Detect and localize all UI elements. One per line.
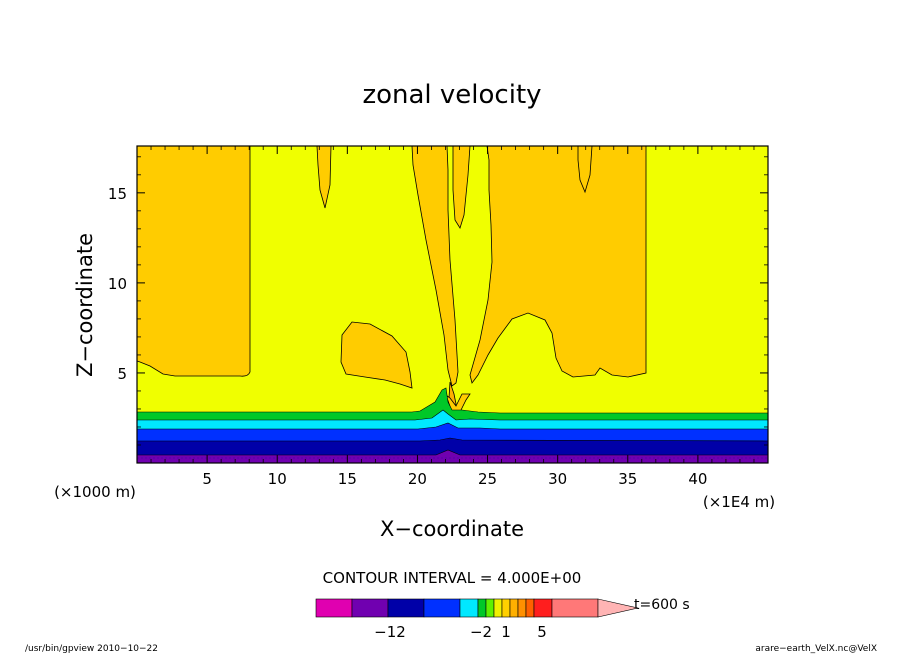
- region-left-orange: [137, 146, 251, 377]
- y-tick-label: 15: [108, 185, 127, 203]
- colorbar: [315, 598, 639, 618]
- x-tick-label: 10: [268, 470, 287, 488]
- region-lobe-orange: [340, 321, 413, 389]
- region-right-orange: [469, 146, 647, 384]
- y-axis-label: Z−coordinate: [73, 233, 97, 377]
- colorbar-bin: [351, 598, 389, 618]
- region-center-orange: [411, 146, 459, 387]
- chart-title: zonal velocity: [362, 80, 541, 110]
- layer-purple: [137, 450, 768, 463]
- footer-left: /usr/bin/gpview 2010−10−22: [25, 644, 158, 654]
- region-narrow-orange: [316, 146, 332, 209]
- x-tick-label: 20: [408, 470, 427, 488]
- contour-field: [137, 146, 768, 463]
- colorbar-label: 5: [537, 623, 547, 641]
- x-tick-label: 5: [202, 470, 212, 488]
- colorbar-bin: [477, 598, 487, 618]
- colorbar-label: 1: [501, 623, 511, 641]
- colorbar-labels: −12 −2 1 5: [374, 623, 547, 641]
- x-unit-label: (×1E4 m): [703, 493, 775, 511]
- colorbar-arrow: [597, 598, 639, 618]
- colorbar-bin: [459, 598, 479, 618]
- colorbar-bin: [517, 598, 527, 618]
- colorbar-bin: [387, 598, 425, 618]
- colorbar-bin: [509, 598, 519, 618]
- contour-interval-label: CONTOUR INTERVAL = 4.000E+00: [323, 569, 582, 587]
- x-tick-label: 30: [548, 470, 567, 488]
- colorbar-label: −2: [470, 623, 492, 641]
- region-narrow-orange-2: [577, 146, 593, 194]
- layer-outlines: [137, 387, 768, 456]
- colorbar-bin: [485, 598, 495, 618]
- colorbar-bin: [423, 598, 461, 618]
- time-label: t=600 s: [634, 597, 690, 613]
- colorbar-bin: [525, 598, 535, 618]
- x-axis-ticks: 5 10 15 20 25 30 35 40: [150, 146, 755, 488]
- y-axis-ticks: 5 10 15: [108, 156, 768, 446]
- colorbar-bin: [493, 598, 503, 618]
- x-axis-label: X−coordinate: [380, 517, 524, 541]
- plot-frame: [136, 145, 769, 464]
- colorbar-bin: [501, 598, 511, 618]
- region-spike-orange: [452, 146, 471, 229]
- y-tick-label: 10: [108, 275, 127, 293]
- colorbar-bin: [315, 598, 353, 618]
- footer-right: arare−earth_VelX.nc@VelX: [755, 644, 877, 654]
- x-tick-label: 15: [338, 470, 357, 488]
- colorbar-bin: [551, 598, 599, 618]
- colorbar-bin: [533, 598, 553, 618]
- colorbar-label: −12: [374, 623, 406, 641]
- y-tick-label: 5: [117, 365, 127, 383]
- x-tick-label: 35: [618, 470, 637, 488]
- x-tick-label: 25: [478, 470, 497, 488]
- x-tick-label: 40: [688, 470, 707, 488]
- y-unit-label: (×1000 m): [54, 483, 136, 501]
